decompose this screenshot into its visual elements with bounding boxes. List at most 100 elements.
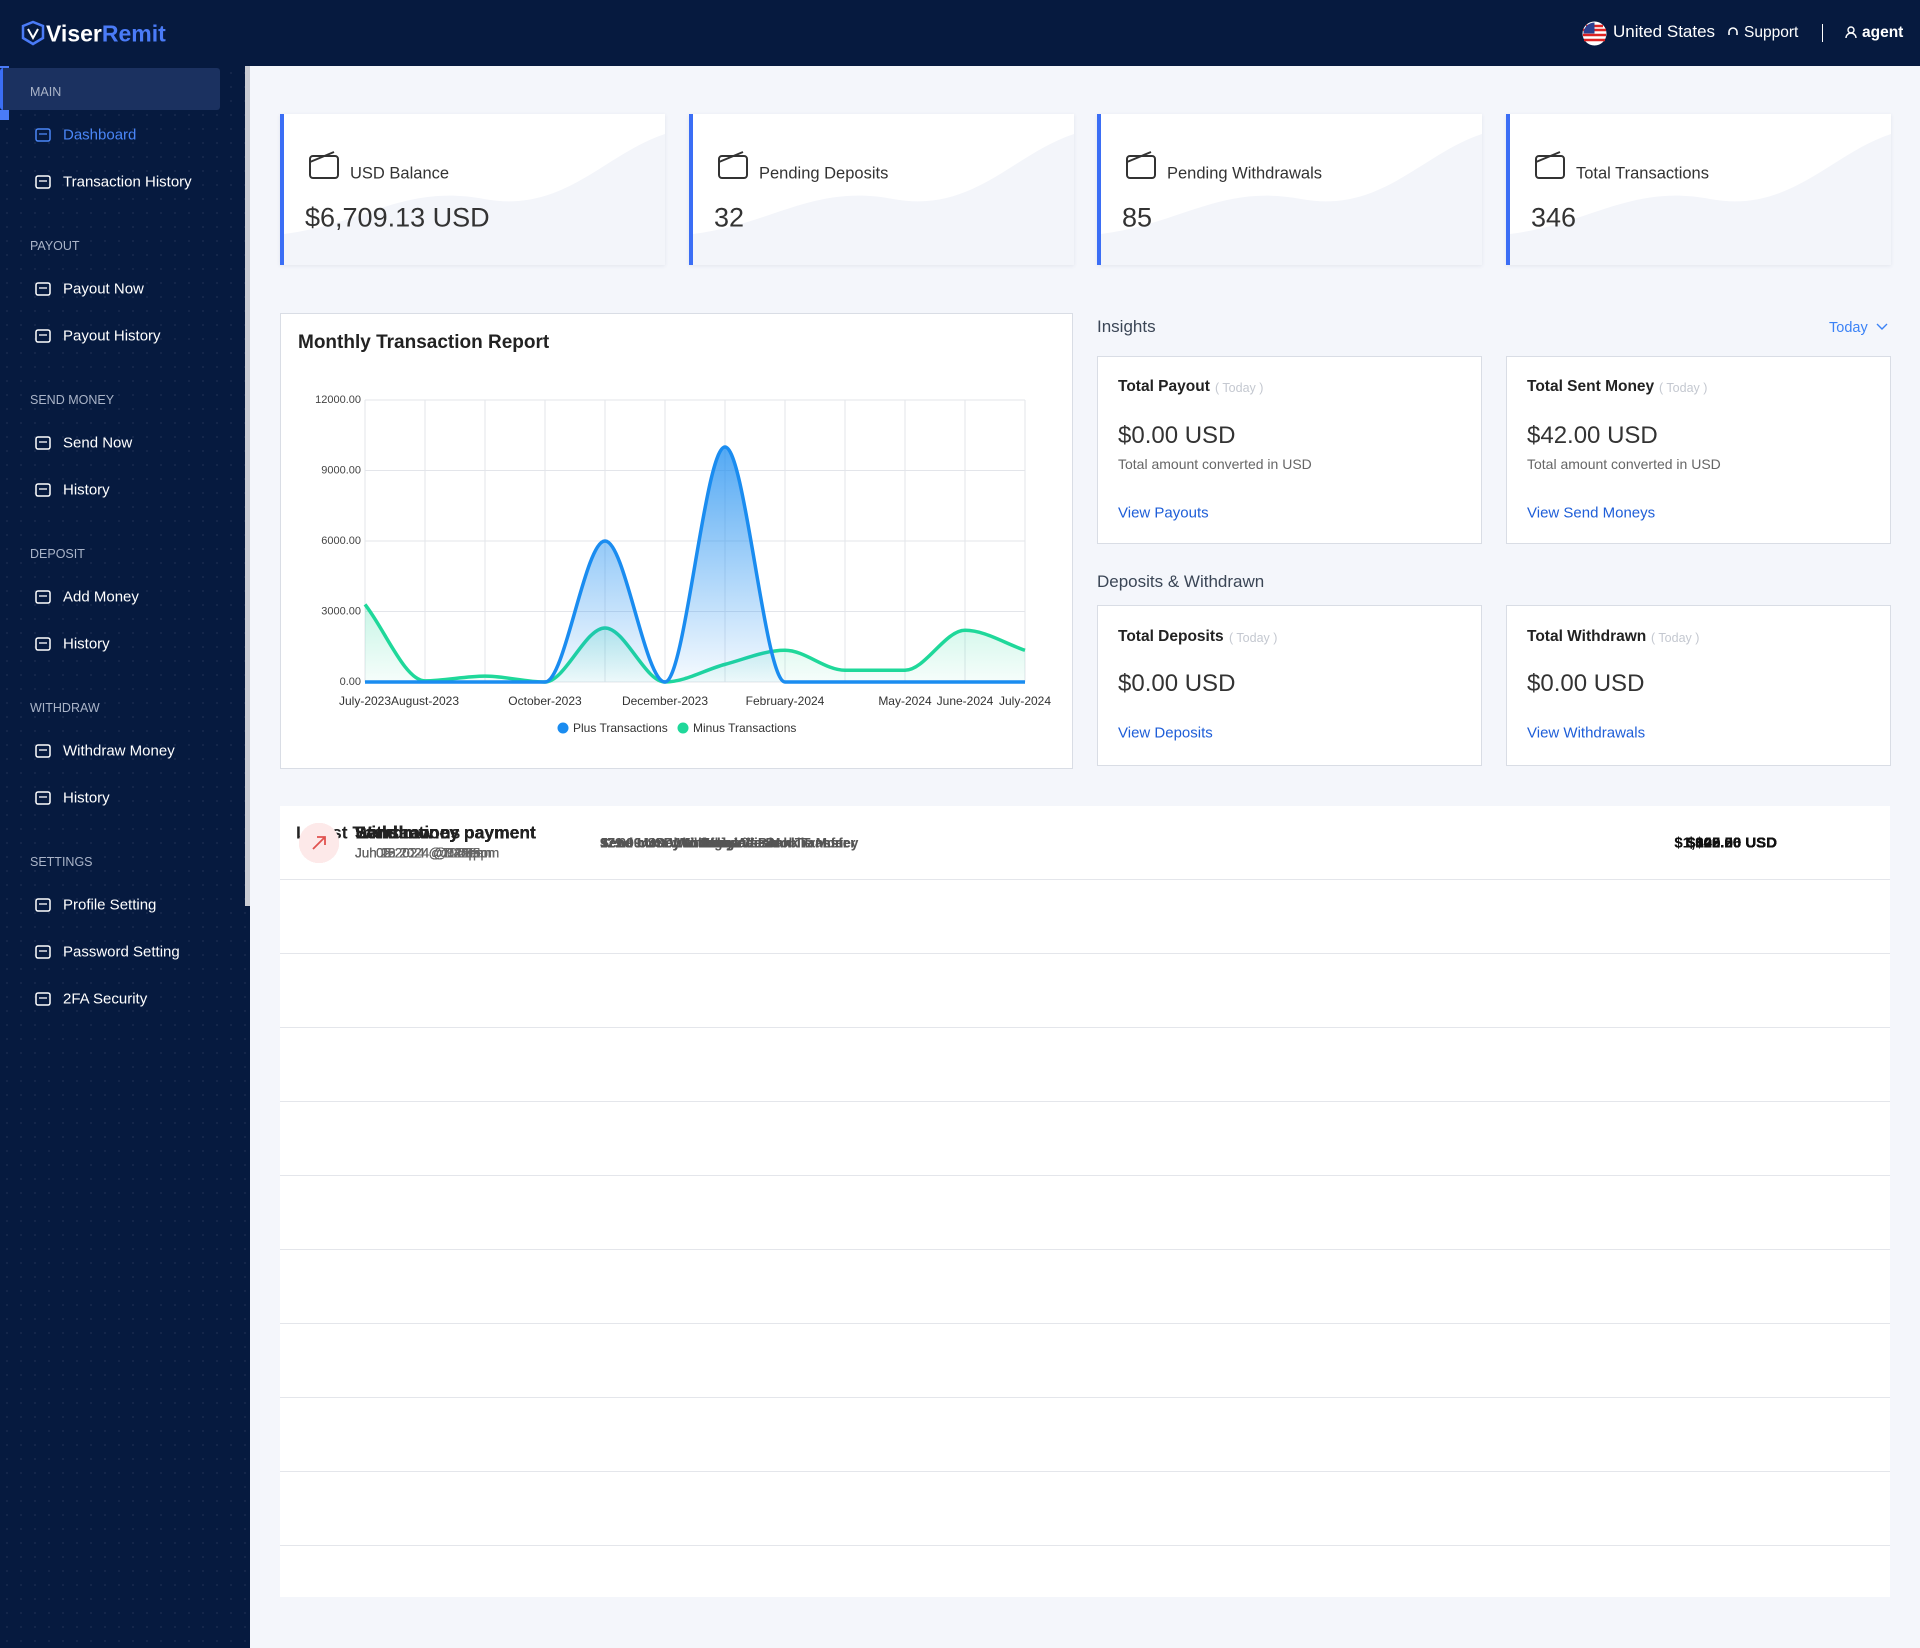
card-title: Total Sent Money bbox=[1527, 378, 1655, 395]
card-link[interactable]: View Withdrawals bbox=[1527, 724, 1646, 742]
transaction-row[interactable]: Send money payment Jul 05 2024 @1:46pm Sen… bbox=[280, 823, 1890, 1028]
legend-swatch bbox=[677, 722, 689, 734]
section-dash bbox=[0, 114, 9, 116]
transaction-date: Jul 06 2024 @1:34am bbox=[355, 845, 488, 861]
nav-item[interactable]: History bbox=[63, 789, 110, 807]
transaction-date: Jun 20 2024 @7:08am bbox=[355, 845, 492, 861]
stat-card: Pending Withdrawals 85 bbox=[1097, 114, 1482, 265]
transaction-detail: Send money to India bbox=[600, 835, 733, 851]
section-dash bbox=[0, 110, 9, 112]
card-wave bbox=[284, 134, 665, 265]
nav-item[interactable]: 2FA Security bbox=[63, 990, 148, 1008]
top-bar: ViserRemit United States Support agent bbox=[0, 0, 1920, 66]
filter-dropdown[interactable]: Today bbox=[1829, 320, 1868, 336]
section-title: DEPOSIT bbox=[30, 547, 85, 561]
nav-item[interactable]: Withdraw Money bbox=[63, 742, 175, 760]
insight-card: Total Payout ( Today ) $0.00 USD Total amou… bbox=[1097, 356, 1482, 544]
transaction-row[interactable]: Withdraw Jul 02 2024 @7:42pm 979.00 USD Wi… bbox=[280, 823, 1890, 1102]
nav-item[interactable]: Dashboard bbox=[63, 126, 137, 144]
insight-card: Total Sent Money ( Today ) $42.00 USD Total… bbox=[1506, 356, 1891, 544]
transaction-amount: $1,005.00 USD bbox=[1674, 834, 1777, 852]
transaction-row[interactable]: Send money payment Jul 06 2024 @1:34am Sen… bbox=[280, 823, 1890, 954]
transaction-amount: $105.00 USD bbox=[1686, 834, 1777, 852]
transaction-amount: $122.00 USD bbox=[1686, 834, 1777, 852]
stat-value: $6,709.13 USD bbox=[305, 202, 490, 233]
section-dash bbox=[0, 112, 9, 114]
stat-label: Total Transactions bbox=[1576, 164, 1709, 183]
y-tick-label: 9000.00 bbox=[321, 465, 361, 477]
transaction-amount: $43.26 USD bbox=[1695, 834, 1777, 852]
x-tick-label: July-2024 bbox=[999, 694, 1051, 708]
legend-label[interactable]: Plus Transactions bbox=[573, 721, 668, 735]
user-menu[interactable]: agent bbox=[1862, 24, 1904, 41]
transaction-row[interactable]: Send money payment Jul 02 2024 @7:20pm Sen… bbox=[280, 823, 1890, 1176]
nav-item[interactable]: Payout Now bbox=[63, 280, 144, 298]
transaction-date: Jun 18 2024 @9:20pm bbox=[355, 845, 492, 861]
logo[interactable]: ViserRemit bbox=[46, 21, 166, 48]
nav-item[interactable]: Payout History bbox=[63, 327, 161, 345]
country[interactable]: United States bbox=[1613, 22, 1716, 41]
transaction-amount: $100.50 USD bbox=[1686, 834, 1777, 852]
nav-icon bbox=[35, 791, 51, 805]
card-link[interactable]: View Deposits bbox=[1118, 724, 1213, 742]
section-dash bbox=[0, 116, 9, 118]
transaction-row[interactable]: Withdraw Jun 16 2024 @12:48pm 97.00 USD Wi… bbox=[280, 823, 1890, 1472]
transaction-detail: Send money to Kenya bbox=[600, 835, 742, 851]
card-link[interactable]: View Payouts bbox=[1118, 504, 1209, 522]
nav-item[interactable]: Profile Setting bbox=[63, 896, 157, 914]
card-amount: $0.00 USD bbox=[1118, 422, 1236, 449]
card-note: Total amount converted in USD bbox=[1527, 456, 1721, 472]
support-link[interactable]: Support bbox=[1744, 24, 1799, 41]
card-wave bbox=[1101, 134, 1482, 265]
stat-card: Total Transactions 346 bbox=[1506, 114, 1891, 265]
flag-icon bbox=[1582, 21, 1607, 46]
x-tick-label: July-2023 bbox=[339, 694, 391, 708]
stat-label: Pending Withdrawals bbox=[1167, 164, 1322, 183]
divider bbox=[1822, 24, 1823, 42]
nav-item[interactable]: History bbox=[63, 635, 110, 653]
nav-icon bbox=[35, 282, 51, 296]
transaction-title: Send money payment bbox=[355, 822, 536, 843]
transaction-detail: Send money to Bangladesh bbox=[600, 835, 778, 851]
nav-icon bbox=[35, 898, 51, 912]
card-link[interactable]: View Send Moneys bbox=[1527, 504, 1656, 522]
section-title: Insights bbox=[1097, 317, 1156, 336]
legend-label[interactable]: Minus Transactions bbox=[693, 721, 796, 735]
chart: 0.00 3000.00 6000.00 9000.00 12000.00 July-20… bbox=[315, 394, 1051, 735]
nav-item[interactable]: Send Now bbox=[63, 434, 133, 452]
transaction-title: Withdraw bbox=[355, 822, 434, 843]
series-line bbox=[365, 445, 1025, 684]
transaction-row[interactable]: Withdraw Jun 20 2024 @7:08am 121.99 USDl W… bbox=[280, 823, 1890, 1324]
nav-icon bbox=[35, 436, 51, 450]
nav-item[interactable]: History bbox=[63, 481, 110, 499]
nav-icon bbox=[35, 590, 51, 604]
nav-item[interactable]: Password Setting bbox=[63, 943, 180, 961]
nav-icon bbox=[35, 329, 51, 343]
transaction-title: Withdraw bbox=[355, 822, 434, 843]
nav-item[interactable]: Add Money bbox=[63, 588, 139, 606]
transaction-detail: 97.00 USD Withdraw Via Bank Transfer bbox=[600, 835, 848, 851]
transaction-detail: 121.99 USDl Withdraw Via Mobile Money bbox=[600, 835, 859, 851]
transaction-title: Send money payment bbox=[355, 822, 536, 843]
transaction-date: Jul 05 2024 @1:46pm bbox=[355, 845, 488, 861]
section-title: MAIN bbox=[30, 85, 62, 99]
transaction-row[interactable]: Send money payment Jun 12 2024 @12:55pm Se… bbox=[280, 823, 1890, 1546]
transaction-title: Send money payment bbox=[355, 822, 536, 843]
user-icon bbox=[1845, 26, 1857, 39]
transaction-amount: $100.50 USD bbox=[1686, 834, 1777, 852]
transaction-date: Jul 02 2024 @7:42pm bbox=[355, 845, 488, 861]
card-tag: ( Today ) bbox=[1229, 631, 1278, 645]
transaction-title: Withdraw bbox=[355, 822, 434, 843]
transaction-date: Jul 02 2024 @7:20pm bbox=[355, 845, 488, 861]
x-tick-label: August-2023 bbox=[391, 694, 459, 708]
transaction-row[interactable]: Send money payment Jun 28 2024 @6:59pm Sen… bbox=[280, 823, 1890, 1250]
stat-value: 85 bbox=[1122, 202, 1153, 233]
nav-item[interactable]: Transaction History bbox=[63, 173, 192, 191]
y-tick-label: 12000.00 bbox=[315, 394, 361, 406]
nav-icon bbox=[35, 992, 51, 1006]
deposit-card: Total Deposits ( Today ) $0.00 USD View Dep… bbox=[1097, 605, 1482, 766]
transaction-row[interactable]: Send money payment Jun 18 2024 @9:20pm Sen… bbox=[280, 823, 1890, 1398]
transaction-date: Jun 12 2024 @12:55pm bbox=[355, 845, 500, 861]
